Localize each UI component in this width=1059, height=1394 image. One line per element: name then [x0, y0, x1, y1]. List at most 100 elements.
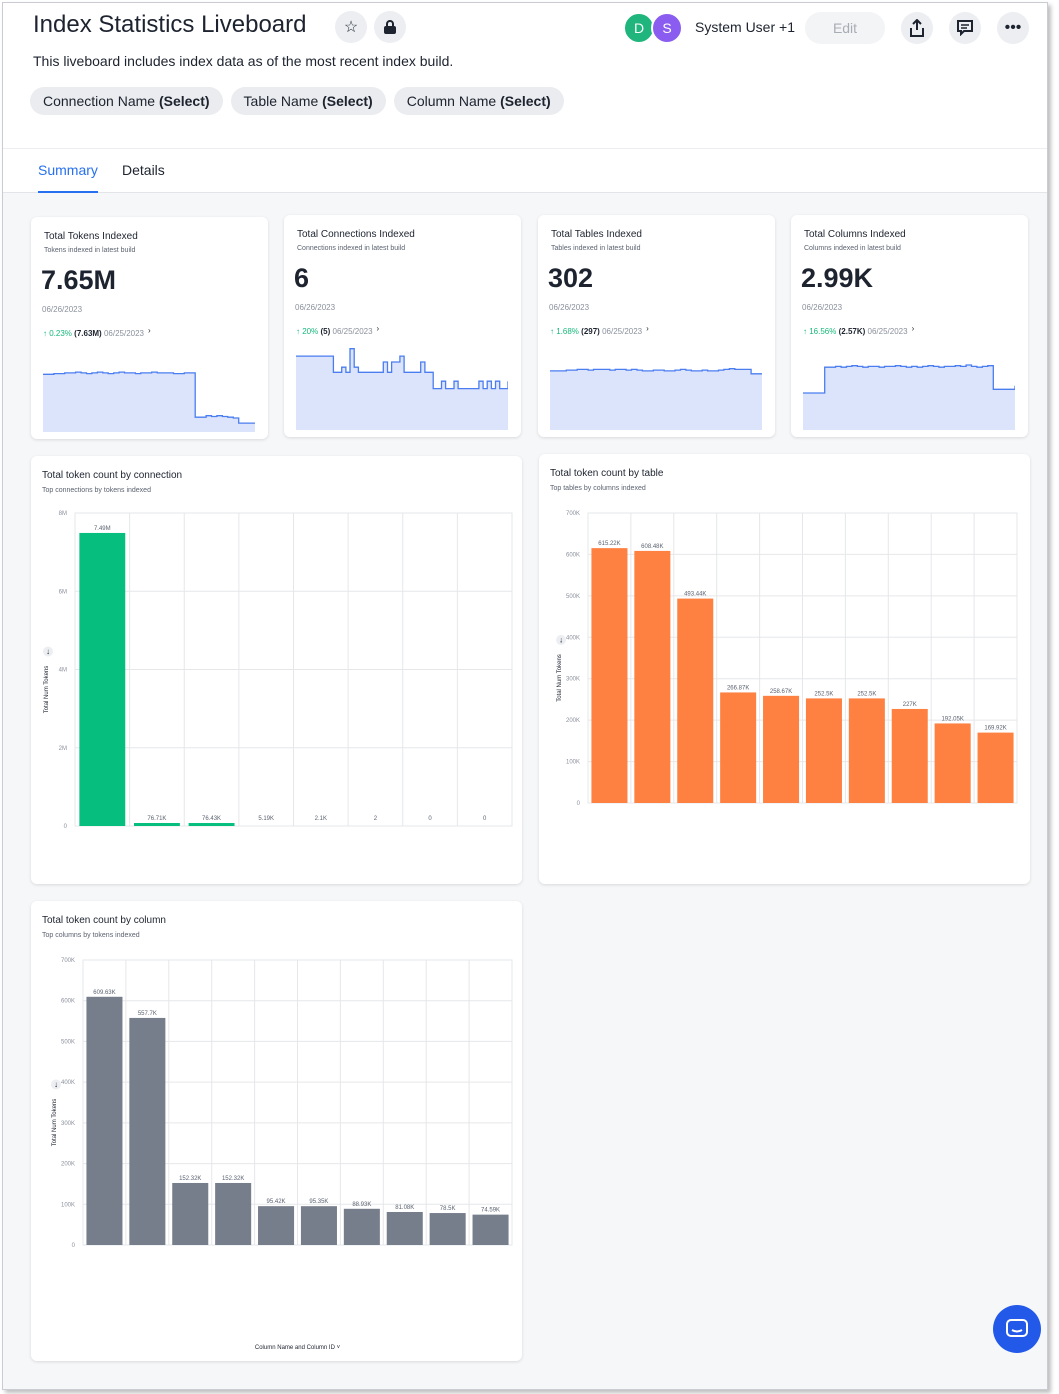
kpi-previous-value: (5): [320, 327, 331, 336]
tab-details[interactable]: Details: [122, 162, 165, 178]
bar[interactable]: [215, 1182, 252, 1245]
y-tick-label: 500K: [566, 594, 580, 600]
bar[interactable]: [386, 1211, 423, 1245]
data-label: 88.93K: [352, 1202, 371, 1208]
bar[interactable]: [848, 698, 885, 803]
kpi-change-percent: ↑ 20%: [296, 327, 318, 336]
star-icon[interactable]: ☆: [335, 11, 367, 43]
kpi-date: 06/26/2023: [295, 303, 336, 312]
bar[interactable]: [934, 723, 971, 803]
bar[interactable]: [763, 695, 800, 803]
edit-button[interactable]: Edit: [805, 12, 885, 44]
bar[interactable]: [677, 598, 714, 803]
kpi-subtitle: Connections indexed in latest build: [297, 245, 406, 252]
y-tick-label: 0: [64, 824, 68, 830]
more-icon[interactable]: •••: [997, 12, 1029, 44]
comment-icon[interactable]: [949, 12, 981, 44]
share-icon[interactable]: [901, 12, 933, 44]
chevron-right-icon[interactable]: ›: [646, 324, 649, 333]
bar[interactable]: [891, 708, 928, 803]
y-tick-label: 600K: [61, 999, 75, 1005]
kpi-subtitle: Tables indexed in latest build: [551, 245, 641, 252]
data-label: 2: [374, 816, 378, 822]
bar[interactable]: [720, 692, 757, 803]
data-label: 74.59K: [481, 1208, 500, 1214]
kpi-card[interactable]: Total Columns Indexed Columns indexed in …: [791, 215, 1028, 437]
bar[interactable]: [188, 823, 235, 826]
filter-value: (Select): [500, 93, 551, 109]
arrow-down-icon: ↓: [46, 647, 50, 656]
sparkline: [550, 368, 762, 430]
chat-help-button[interactable]: [993, 1305, 1041, 1353]
data-label: 557.7K: [138, 1011, 157, 1017]
bar-chart: 0 100K 200K 300K 400K 500K 600K 700K 615.22K 608.…: [556, 511, 1018, 807]
kpi-previous-date: 06/25/2023: [332, 327, 373, 336]
kpi-title: Total Tokens Indexed: [44, 231, 138, 242]
kpi-card[interactable]: Total Tokens Indexed Tokens indexed in la…: [31, 217, 268, 439]
chart-subtitle: Top connections by tokens indexed: [42, 487, 151, 494]
filter-chip[interactable]: Column Name (Select): [393, 87, 564, 115]
x-axis-label[interactable]: Column Name and Column ID ˅: [255, 1345, 341, 1351]
bar[interactable]: [805, 698, 842, 803]
sparkline: [803, 364, 1015, 430]
filter-chip[interactable]: Table Name (Select): [230, 87, 386, 115]
sparkline: [296, 348, 508, 430]
bar[interactable]: [977, 732, 1014, 803]
bar[interactable]: [591, 548, 628, 803]
bar[interactable]: [472, 1214, 509, 1245]
kpi-title: Total Columns Indexed: [804, 229, 906, 240]
data-label: 152.32K: [179, 1176, 201, 1182]
kpi-value: 302: [548, 263, 594, 293]
filter-chip[interactable]: Connection Name (Select): [30, 87, 223, 115]
bar[interactable]: [86, 996, 123, 1245]
data-label: 7.49M: [94, 526, 111, 532]
sort-icon[interactable]: [51, 1079, 61, 1090]
kpi-date: 06/26/2023: [802, 303, 843, 312]
filter-name: Connection Name: [43, 93, 156, 109]
data-label: 227K: [903, 702, 917, 708]
avatar[interactable]: D: [623, 12, 655, 44]
filter-bar: Connection Name (Select) Table Name (Sele…: [30, 87, 564, 115]
kpi-date: 06/26/2023: [42, 305, 83, 314]
kpi-card[interactable]: Total Connections Indexed Connections ind…: [284, 215, 521, 437]
data-label: 81.08K: [395, 1205, 414, 1211]
bar[interactable]: [343, 1208, 380, 1245]
bar[interactable]: [129, 1017, 166, 1245]
tab-summary[interactable]: Summary: [38, 162, 98, 193]
sparkline-line: [803, 364, 1015, 394]
data-label: 78.5K: [440, 1206, 456, 1212]
sparkline: [43, 371, 255, 432]
bar[interactable]: [79, 532, 126, 826]
kpi-change-value: 20%: [302, 327, 319, 336]
data-label: 493.44K: [684, 592, 706, 598]
kpi-change-value: 1.68%: [556, 327, 579, 336]
tab-bar: Summary Details: [3, 148, 1047, 193]
bar[interactable]: [634, 550, 671, 803]
y-tick-label: 4M: [59, 668, 67, 674]
kpi-change-value: 0.23%: [49, 329, 72, 338]
page-title: Index Statistics Liveboard: [33, 11, 307, 38]
avatar[interactable]: S: [651, 12, 683, 44]
data-label: 252.5K: [857, 691, 876, 697]
user-label[interactable]: System User +1: [695, 19, 795, 35]
bar[interactable]: [172, 1182, 209, 1245]
sparkline-area: [550, 368, 762, 430]
bar[interactable]: [133, 822, 180, 826]
bar[interactable]: [300, 1206, 337, 1245]
bar[interactable]: [429, 1213, 466, 1245]
data-label: 76.43K: [202, 816, 221, 822]
kpi-previous-value: (2.57K): [838, 327, 866, 336]
filter-name: Table Name: [243, 93, 319, 109]
bar[interactable]: [258, 1206, 295, 1245]
chevron-right-icon[interactable]: ›: [376, 324, 380, 333]
kpi-card[interactable]: Total Tables Indexed Tables indexed in la…: [538, 215, 775, 437]
sort-icon[interactable]: [556, 635, 566, 645]
kpi-change-value: 16.56%: [809, 327, 837, 336]
sparkline-area: [43, 372, 255, 432]
lock-icon[interactable]: [374, 11, 406, 43]
sparkline-line: [43, 371, 255, 424]
chevron-right-icon[interactable]: ›: [148, 326, 151, 335]
chat-icon: [1006, 1319, 1028, 1337]
chevron-right-icon[interactable]: ›: [911, 324, 915, 333]
sort-icon[interactable]: [43, 646, 53, 657]
